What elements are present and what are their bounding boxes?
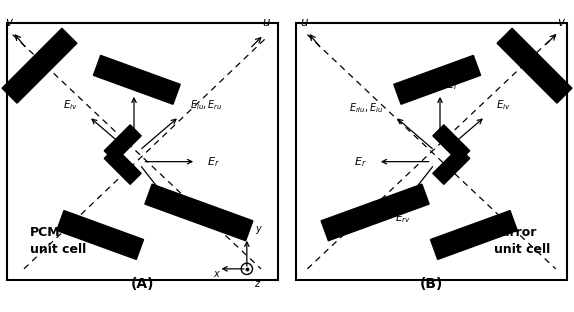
- Text: (A): (A): [131, 277, 154, 291]
- Polygon shape: [321, 184, 429, 241]
- Polygon shape: [57, 211, 144, 259]
- Polygon shape: [2, 28, 77, 103]
- Text: $E_{riu}, E_{iu}$: $E_{riu}, E_{iu}$: [349, 101, 383, 115]
- Text: $v$: $v$: [557, 16, 566, 29]
- Text: $u$: $u$: [262, 16, 271, 29]
- Polygon shape: [104, 148, 141, 184]
- Text: PCM
unit cell: PCM unit cell: [30, 226, 86, 256]
- Text: $x$: $x$: [213, 269, 221, 279]
- Polygon shape: [145, 184, 253, 241]
- Polygon shape: [433, 125, 470, 162]
- Text: $E_i$: $E_i$: [139, 79, 151, 92]
- Polygon shape: [430, 211, 517, 259]
- Text: $E_{iv}$: $E_{iv}$: [497, 98, 511, 112]
- Text: $E_{iv}$: $E_{iv}$: [63, 98, 77, 112]
- Text: (B): (B): [420, 277, 443, 291]
- Text: $z$: $z$: [254, 279, 261, 289]
- Polygon shape: [94, 56, 180, 104]
- Text: $E_{rv}$: $E_{rv}$: [395, 211, 412, 225]
- Text: $u$: $u$: [300, 16, 309, 29]
- Text: $E_r$: $E_r$: [207, 155, 220, 168]
- Text: $E_i$: $E_i$: [446, 79, 457, 92]
- Polygon shape: [497, 28, 572, 103]
- Text: $E_r$: $E_r$: [354, 155, 367, 168]
- Text: $E_{iu}, E_{ru}$: $E_{iu}, E_{ru}$: [191, 98, 223, 112]
- Polygon shape: [433, 148, 470, 184]
- Text: $v$: $v$: [5, 16, 14, 29]
- Text: $E_{rv}$: $E_{rv}$: [179, 208, 195, 222]
- Polygon shape: [394, 56, 480, 104]
- Polygon shape: [104, 125, 141, 162]
- Text: Mirror
unit cell: Mirror unit cell: [494, 226, 550, 256]
- Text: $y$: $y$: [255, 224, 263, 236]
